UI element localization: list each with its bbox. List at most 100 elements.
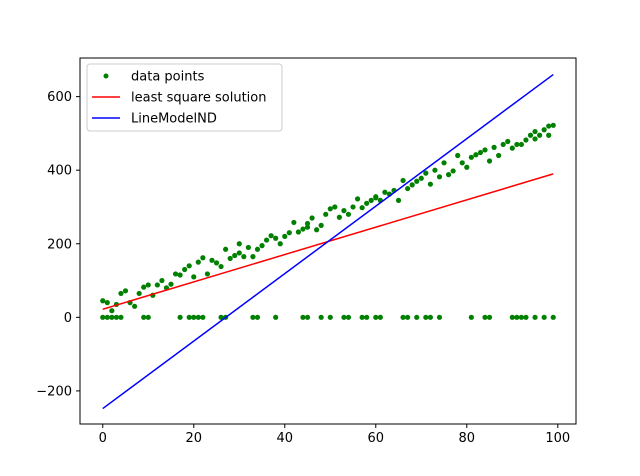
- data-point: [532, 128, 538, 135]
- data-point: [314, 227, 320, 233]
- data-point: [500, 141, 506, 148]
- data-point: [423, 170, 429, 176]
- data-point: [409, 182, 415, 188]
- data-point: [104, 314, 110, 320]
- y-tick-label: 200: [47, 237, 72, 252]
- data-point: [291, 219, 297, 226]
- legend-label-least-square: least square solution: [131, 91, 266, 106]
- data-point: [345, 211, 352, 217]
- data-point: [373, 314, 379, 320]
- data-point: [341, 314, 347, 320]
- data-point: [254, 314, 261, 320]
- data-point: [482, 314, 488, 320]
- data-point: [514, 141, 520, 148]
- legend-label-linemodelnd: LineModelND: [131, 112, 217, 127]
- data-point: [341, 208, 347, 214]
- data-point: [400, 314, 406, 320]
- data-point: [122, 288, 129, 294]
- axes-frame: [79, 57, 577, 425]
- data-point: [186, 314, 192, 320]
- data-point: [336, 214, 342, 220]
- data-point: [263, 237, 270, 243]
- data-point: [100, 298, 106, 304]
- data-point: [304, 224, 311, 230]
- data-point: [113, 314, 119, 320]
- data-point: [236, 250, 242, 256]
- data-point: [427, 314, 433, 320]
- data-point: [318, 314, 324, 320]
- data-point: [496, 152, 502, 159]
- data-point: [532, 314, 538, 320]
- data-point: [132, 303, 138, 309]
- data-point: [354, 196, 361, 202]
- data-point: [514, 314, 520, 320]
- y-tick-label: 400: [47, 164, 72, 179]
- data-point: [427, 181, 433, 187]
- data-point: [509, 145, 515, 151]
- data-point: [191, 314, 197, 320]
- data-point: [218, 314, 224, 320]
- data-point: [141, 314, 147, 320]
- data-point: [118, 314, 124, 320]
- data-point: [232, 252, 238, 259]
- data-point: [359, 205, 365, 211]
- data-point: [300, 314, 306, 320]
- data-point: [141, 284, 147, 290]
- data-point: [182, 266, 188, 273]
- data-point: [450, 168, 456, 174]
- data-point: [213, 260, 220, 266]
- data-point: [200, 314, 206, 320]
- data-point: [477, 149, 484, 156]
- data-point: [172, 271, 179, 277]
- data-point: [236, 241, 242, 247]
- data-point: [109, 314, 115, 320]
- data-point: [104, 300, 110, 306]
- data-point: [218, 263, 224, 270]
- data-point: [223, 246, 229, 252]
- data-point: [145, 314, 151, 320]
- data-point: [191, 274, 197, 280]
- x-tick-label: 0: [99, 431, 107, 446]
- data-point: [282, 233, 288, 239]
- data-point: [259, 243, 265, 249]
- data-point: [177, 314, 183, 320]
- data-point: [518, 314, 524, 320]
- data-point: [327, 206, 333, 212]
- x-tick-label: 20: [185, 431, 202, 446]
- x-tick-label: 60: [368, 431, 385, 446]
- data-point: [109, 308, 115, 314]
- data-point: [177, 272, 183, 278]
- data-point: [445, 172, 452, 178]
- y-tick-label: 0: [64, 311, 72, 326]
- data-point: [136, 290, 142, 297]
- data-point: [546, 132, 552, 138]
- y-tick-label: 600: [47, 90, 72, 105]
- data-point: [295, 229, 302, 235]
- data-point: [432, 167, 438, 173]
- data-point: [309, 215, 315, 221]
- x-tick-label: 80: [459, 431, 476, 446]
- data-point: [332, 204, 338, 210]
- data-point: [304, 314, 311, 320]
- data-point: [209, 257, 215, 263]
- data-point: [505, 138, 511, 145]
- data-point: [304, 220, 311, 227]
- data-point: [400, 177, 406, 184]
- x-tick-label: 100: [545, 431, 570, 446]
- data-point: [373, 195, 379, 201]
- data-point: [250, 314, 256, 320]
- data-point: [377, 314, 383, 320]
- data-point: [273, 235, 279, 241]
- data-point: [523, 137, 529, 143]
- data-point: [423, 314, 429, 320]
- data-point: [459, 160, 465, 166]
- data-point: [537, 132, 543, 138]
- data-point: [395, 197, 402, 203]
- data-point: [550, 122, 556, 128]
- data-point: [436, 174, 443, 180]
- y-tick-label: −200: [36, 384, 72, 399]
- data-point: [405, 185, 411, 192]
- data-point: [473, 152, 479, 158]
- data-point: [364, 314, 370, 320]
